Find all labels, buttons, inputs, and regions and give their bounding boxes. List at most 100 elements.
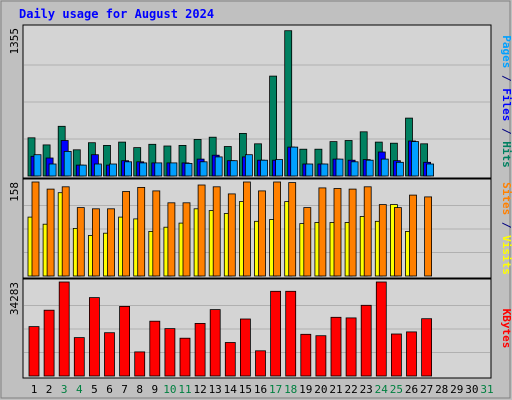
bar-visits-sites-day-27	[424, 196, 433, 277]
bar-kbytes-kbytes-day-18	[285, 290, 297, 377]
panel-visits: 158 Sites / Visits	[8, 178, 512, 279]
bar-visits-sites-day-3	[61, 186, 70, 277]
bar-visits-sites-day-8	[137, 186, 146, 277]
bar-hits-pages-day-7	[124, 161, 132, 177]
bar-hits-pages-day-8	[139, 162, 148, 177]
bar-kbytes-kbytes-day-16	[255, 350, 266, 377]
bar-visits-sites-day-23	[363, 186, 372, 277]
bar-visits-sites-day-19	[303, 207, 312, 277]
series-label-part: Sites	[500, 182, 512, 215]
bar-kbytes-kbytes-day-4	[73, 337, 85, 377]
panel-kbytes: 34283 KBytes	[8, 278, 512, 379]
bar-kbytes-kbytes-day-1	[28, 326, 40, 377]
bar-visits-sites-day-22	[348, 188, 357, 277]
day-label: 5	[91, 383, 98, 396]
bar-visits-sites-day-6	[107, 208, 115, 277]
day-label: 20	[314, 383, 327, 396]
day-label: 15	[239, 383, 252, 396]
bar-kbytes-kbytes-day-19	[300, 333, 312, 377]
bar-visits-sites-day-15	[242, 181, 251, 277]
bar-hits-pages-day-1	[33, 154, 42, 177]
chart-title: Daily usage for August 2024	[19, 7, 214, 21]
bar-hits-pages-day-6	[109, 163, 117, 177]
bar-visits-sites-day-16	[258, 190, 266, 277]
bar-hits-pages-day-2	[48, 163, 57, 177]
bar-visits-sites-day-10	[167, 202, 176, 277]
panel-hits-max-label: 1355	[8, 28, 21, 55]
bar-kbytes-kbytes-day-17	[270, 290, 282, 377]
series-label-part: Visits	[500, 235, 512, 275]
bar-hits-pages-day-11	[184, 162, 193, 177]
bar-hits-pages-day-13	[214, 156, 223, 177]
bar-hits-pages-day-16	[260, 159, 268, 177]
bar-kbytes-kbytes-day-20	[315, 335, 327, 377]
bar-kbytes-kbytes-day-26	[406, 331, 417, 377]
bar-kbytes-kbytes-day-12	[194, 322, 206, 377]
bar-hits-pages-day-25	[395, 161, 404, 177]
panel-hits-series-label: Pages / Files / Hits	[500, 35, 512, 168]
day-label: 27	[420, 383, 433, 396]
day-label: 12	[193, 383, 206, 396]
bar-hits-pages-day-19	[305, 163, 314, 177]
bar-hits-pages-day-4	[78, 164, 87, 177]
bar-visits-sites-day-17	[273, 181, 282, 277]
series-label-part: /	[500, 121, 512, 141]
bar-visits-sites-day-7	[122, 191, 130, 277]
day-label: 22	[344, 383, 357, 396]
series-label-part: Files	[500, 88, 512, 121]
bar-visits-sites-day-2	[46, 188, 55, 277]
chart-panels: 1355 Pages / Files / Hits 158 Sites / Visit…	[8, 24, 512, 379]
bar-hits-pages-day-12	[199, 161, 208, 177]
panel-kbytes-max-label: 34283	[8, 282, 21, 315]
bar-hits-pages-day-22	[350, 161, 359, 177]
day-label: 30	[465, 383, 478, 396]
panel-hits: 1355 Pages / Files / Hits	[8, 24, 512, 179]
day-label: 24	[375, 383, 389, 396]
bar-hits-pages-day-10	[169, 162, 178, 177]
bar-visits-sites-day-4	[76, 207, 85, 277]
series-label-part: Hits	[500, 141, 512, 168]
bar-visits-sites-day-9	[152, 190, 161, 277]
bar-kbytes-kbytes-day-7	[119, 305, 130, 377]
day-label: 6	[106, 383, 113, 396]
bar-visits-sites-day-5	[92, 208, 100, 277]
bar-hits-pages-day-27	[426, 163, 435, 177]
day-label: 19	[299, 383, 312, 396]
bar-visits-sites-day-11	[182, 202, 191, 277]
bar-kbytes-kbytes-day-11	[179, 337, 191, 377]
bar-visits-sites-day-25	[393, 207, 402, 277]
bar-visits-sites-day-18	[288, 182, 297, 277]
series-label-part: /	[500, 215, 512, 235]
day-label: 1	[31, 383, 38, 396]
day-label: 16	[254, 383, 267, 396]
day-label: 28	[435, 383, 448, 396]
bar-kbytes-kbytes-day-8	[134, 351, 146, 377]
bar-hits-pages-day-23	[365, 159, 374, 177]
day-label: 25	[390, 383, 403, 396]
series-label-part: Pages	[500, 35, 512, 68]
panel-visits-max-label: 158	[8, 182, 21, 202]
bar-kbytes-kbytes-day-2	[43, 309, 55, 377]
day-label: 17	[269, 383, 282, 396]
bar-hits-pages-day-21	[335, 158, 344, 177]
bar-kbytes-kbytes-day-27	[421, 318, 433, 377]
bar-kbytes-kbytes-day-6	[104, 332, 115, 377]
bar-hits-pages-day-26	[411, 141, 419, 177]
bar-visits-sites-day-12	[197, 184, 206, 277]
day-label: 4	[76, 383, 83, 396]
bar-visits-sites-day-24	[378, 204, 387, 277]
bar-kbytes-kbytes-day-21	[330, 316, 342, 377]
day-label: 13	[209, 383, 222, 396]
x-axis-day-labels: 1 2 3 4 5 6 7 8 9 10 11 12 13 14 15 16 17 18 19 20 21 22 23 24 2…	[31, 383, 494, 396]
bar-hits-pages-day-5	[94, 163, 102, 177]
bar-hits-pages-day-3	[63, 150, 72, 177]
bar-hits-pages-day-9	[154, 162, 163, 177]
day-label: 14	[224, 383, 238, 396]
bar-visits-sites-day-26	[409, 194, 417, 277]
day-label: 8	[136, 383, 143, 396]
bar-kbytes-kbytes-day-25	[390, 333, 402, 377]
bar-visits-sites-day-21	[333, 188, 342, 277]
panel-kbytes-series-label: KBytes	[500, 309, 512, 349]
bar-hits-pages-day-17	[275, 159, 284, 177]
